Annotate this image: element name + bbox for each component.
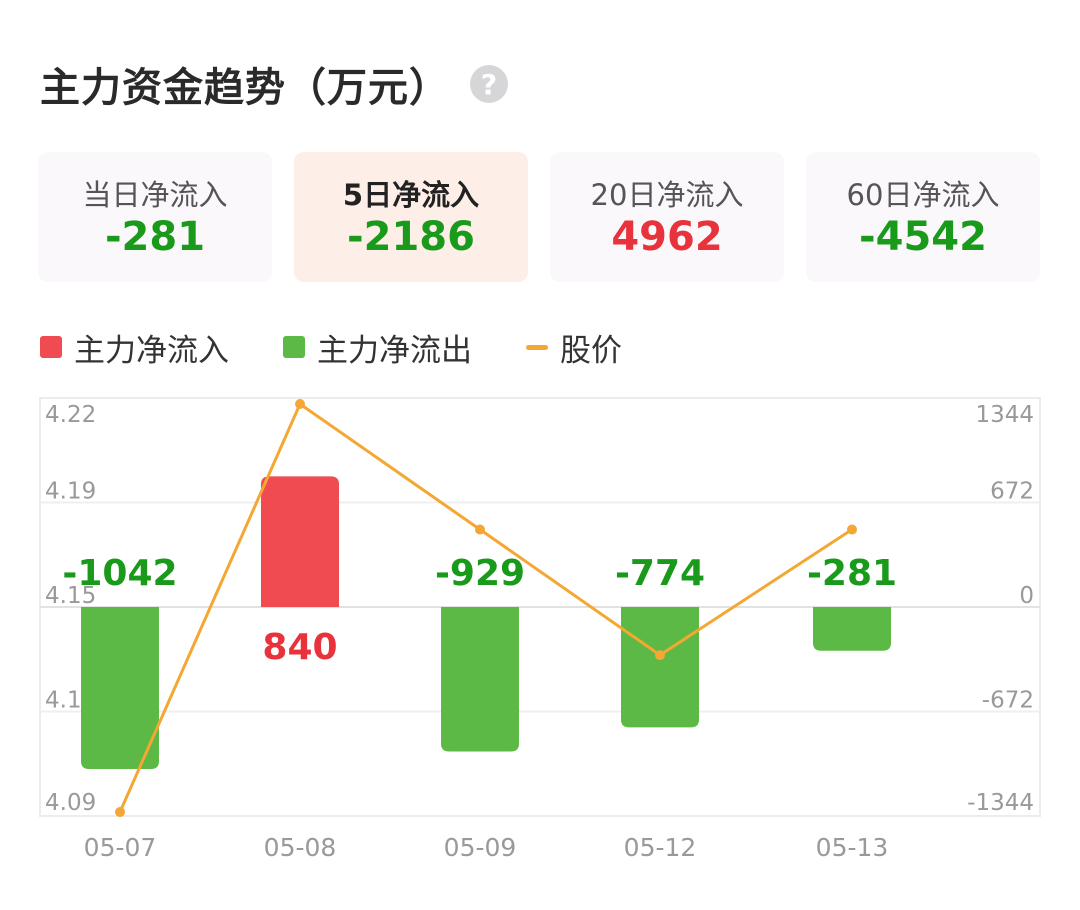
x-tick-label: 05-08 bbox=[264, 833, 337, 862]
bar-05-08 bbox=[261, 476, 339, 607]
bar-05-09 bbox=[441, 607, 519, 752]
card-60day-net-inflow[interactable]: 60日净流入 -4542 bbox=[806, 152, 1040, 282]
card-label: 20日净流入 bbox=[590, 178, 744, 212]
data-label-05-13: -281 bbox=[807, 553, 897, 594]
card-value: -281 bbox=[104, 214, 206, 260]
page-title: 主力资金趋势（万元） bbox=[40, 65, 450, 111]
left-axis-tick: 4.22 bbox=[45, 402, 96, 428]
price-point-05-07 bbox=[115, 807, 125, 817]
legend-swatch-outflow bbox=[283, 336, 305, 358]
price-point-05-13 bbox=[847, 524, 857, 535]
bar-05-07 bbox=[81, 607, 159, 770]
x-tick-label: 05-09 bbox=[444, 833, 517, 862]
right-axis-tick: 0 bbox=[1019, 583, 1034, 609]
data-label-05-08: 840 bbox=[262, 627, 337, 668]
card-value: -2186 bbox=[347, 214, 475, 260]
card-value: -4542 bbox=[859, 214, 987, 260]
chart-legend: 主力净流入 主力净流出 股价 bbox=[40, 322, 676, 372]
legend-label: 股价 bbox=[560, 332, 622, 369]
bar-05-13 bbox=[813, 607, 891, 651]
x-tick-label: 05-07 bbox=[84, 833, 157, 862]
left-axis-tick: 4.09 bbox=[45, 790, 96, 816]
right-axis-tick: 672 bbox=[990, 479, 1034, 505]
card-20day-net-inflow[interactable]: 20日净流入 4962 bbox=[550, 152, 784, 282]
fund-flow-chart: 13444.226724.1904.15-6724.12-13444.09-10… bbox=[39, 397, 1041, 862]
price-point-05-12 bbox=[655, 650, 665, 661]
x-tick-label: 05-12 bbox=[624, 833, 697, 862]
price-point-05-08 bbox=[295, 399, 305, 409]
chart-header: 主力资金趋势（万元） ? bbox=[40, 56, 508, 112]
legend-item-outflow[interactable]: 主力净流出 bbox=[283, 325, 472, 370]
card-5day-net-inflow[interactable]: 5日净流入 -2186 bbox=[294, 152, 528, 282]
price-point-05-09 bbox=[475, 524, 485, 535]
card-value: 4962 bbox=[611, 214, 723, 260]
right-axis-tick: 1344 bbox=[975, 402, 1034, 428]
right-axis-tick: -1344 bbox=[967, 790, 1034, 816]
data-label-05-07: -1042 bbox=[62, 553, 177, 594]
x-tick-label: 05-13 bbox=[816, 833, 889, 862]
legend-label: 主力净流出 bbox=[317, 332, 472, 369]
data-label-05-09: -929 bbox=[435, 553, 525, 594]
legend-label: 主力净流入 bbox=[74, 332, 229, 369]
legend-item-price[interactable]: 股价 bbox=[526, 325, 622, 370]
summary-cards: 当日净流入 -281 5日净流入 -2186 20日净流入 4962 60日净流… bbox=[38, 152, 1042, 282]
card-label: 60日净流入 bbox=[846, 178, 1000, 212]
card-label: 5日净流入 bbox=[342, 178, 480, 212]
data-label-05-12: -774 bbox=[615, 553, 705, 594]
legend-item-inflow[interactable]: 主力净流入 bbox=[40, 325, 229, 370]
bar-05-12 bbox=[621, 607, 699, 728]
right-axis-tick: -672 bbox=[982, 688, 1034, 714]
left-axis-tick: 4.19 bbox=[45, 479, 96, 505]
legend-swatch-price bbox=[526, 344, 548, 350]
card-label: 当日净流入 bbox=[82, 178, 228, 212]
card-daily-net-inflow[interactable]: 当日净流入 -281 bbox=[38, 152, 272, 282]
left-axis-tick: 4.15 bbox=[45, 583, 96, 609]
question-circle-icon[interactable]: ? bbox=[470, 65, 508, 103]
legend-swatch-inflow bbox=[40, 336, 62, 358]
